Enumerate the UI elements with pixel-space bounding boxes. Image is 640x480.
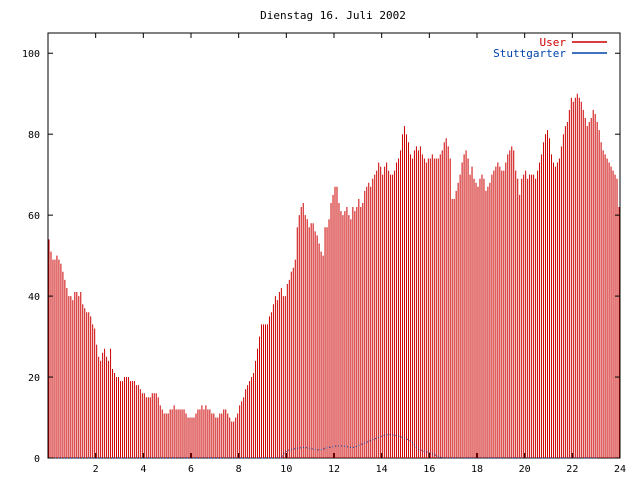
y-tick-label: 20: [28, 373, 40, 384]
series-user-bars: [48, 93, 620, 458]
x-tick-label: 24: [614, 464, 626, 475]
x-tick-label: 4: [140, 464, 146, 475]
legend-label-user: User: [540, 36, 567, 49]
x-tick-label: 16: [423, 464, 435, 475]
x-tick-label: 20: [519, 464, 531, 475]
x-tick-label: 2: [93, 464, 99, 475]
x-tick-label: 6: [188, 464, 194, 475]
chart-title: Dienstag 16. Juli 2002: [260, 9, 406, 22]
y-tick-label: 60: [28, 211, 40, 222]
x-tick-label: 10: [280, 464, 292, 475]
x-tick-label: 8: [236, 464, 242, 475]
y-tick-label: 80: [28, 130, 40, 141]
y-tick-label: 0: [34, 454, 40, 465]
x-tick-label: 12: [328, 464, 340, 475]
x-tick-label: 18: [471, 464, 483, 475]
y-tick-label: 100: [22, 49, 40, 60]
legend: User Stuttgarter: [493, 36, 607, 60]
x-tick-label: 22: [566, 464, 578, 475]
y-tick-label: 40: [28, 292, 40, 303]
plot-frame: [47, 32, 621, 459]
legend-label-stuttgarter: Stuttgarter: [493, 47, 566, 60]
x-tick-label: 14: [376, 464, 388, 475]
